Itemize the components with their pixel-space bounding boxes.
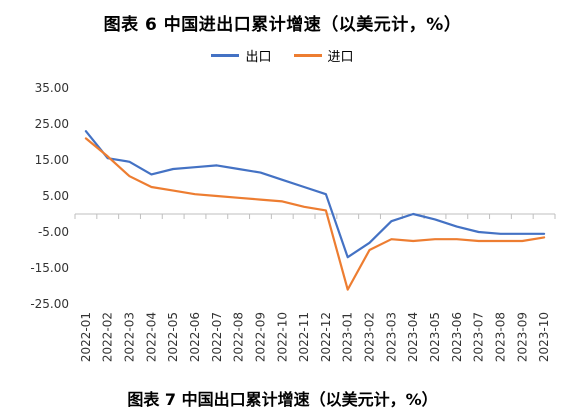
series-line-0 [84, 130, 546, 259]
x-tick-label: 2022-03 [123, 312, 137, 362]
legend-label: 进口 [327, 50, 354, 65]
series-line-1 [84, 137, 546, 291]
chart-title: 图表 6 中国进出口累计增速（以美元计，%） [103, 15, 462, 35]
x-axis: 2022-01 2022-02 2022-03 2022-04 2022-05 2022-… [74, 213, 556, 362]
next-figure-caption: 图表 7 中国出口累计增速（以美元计，%） [127, 390, 438, 409]
x-tick-label: 2023-09 [515, 312, 529, 362]
y-tick-label: -5.00 [38, 225, 69, 239]
x-tick-label: 2022-05 [166, 312, 180, 362]
x-tick-label: 2023-07 [472, 312, 486, 362]
x-tick-label: 2023-06 [450, 312, 464, 362]
x-tick-label: 2023-01 [341, 312, 355, 362]
y-tick-label: -15.00 [30, 261, 69, 275]
x-tick-label: 2023-10 [537, 312, 551, 362]
x-tick-label: 2023-08 [493, 312, 507, 362]
legend-label: 出口 [245, 50, 272, 65]
x-tick-label: 2023-04 [406, 312, 420, 362]
legend-swatch [211, 54, 240, 57]
y-tick-label: 5.00 [42, 189, 69, 203]
y-tick-label: -25.00 [30, 297, 69, 311]
x-tick-label: 2022-02 [101, 312, 115, 362]
x-tick-label: 2022-10 [275, 312, 289, 362]
series-layer [84, 130, 546, 291]
x-tick-label: 2022-09 [253, 312, 267, 362]
x-tick-label: 2023-05 [428, 312, 442, 362]
legend: 出口 进口 [0, 46, 565, 65]
x-tick-label: 2022-12 [319, 312, 333, 362]
x-tick-label: 2023-02 [363, 312, 377, 362]
y-tick-label: 25.00 [35, 117, 69, 131]
x-tick-label: 2022-08 [232, 312, 246, 362]
legend-item-1: 进口 [293, 46, 354, 65]
x-tick-label: 2023-03 [384, 312, 398, 362]
legend-item-0: 出口 [211, 46, 272, 65]
y-tick-label: 15.00 [35, 153, 69, 167]
y-axis: 35.00 25.00 15.00 5.00 -5.00 -15.00 -25.00 [30, 81, 69, 311]
legend-swatch [293, 54, 322, 57]
x-tick-label: 2022-01 [79, 312, 93, 362]
x-tick-label: 2022-07 [210, 312, 224, 362]
x-tick-label: 2022-04 [144, 312, 158, 362]
x-tick-label: 2022-06 [188, 312, 202, 362]
x-tick-label: 2022-11 [297, 312, 311, 362]
y-tick-label: 35.00 [35, 81, 69, 95]
